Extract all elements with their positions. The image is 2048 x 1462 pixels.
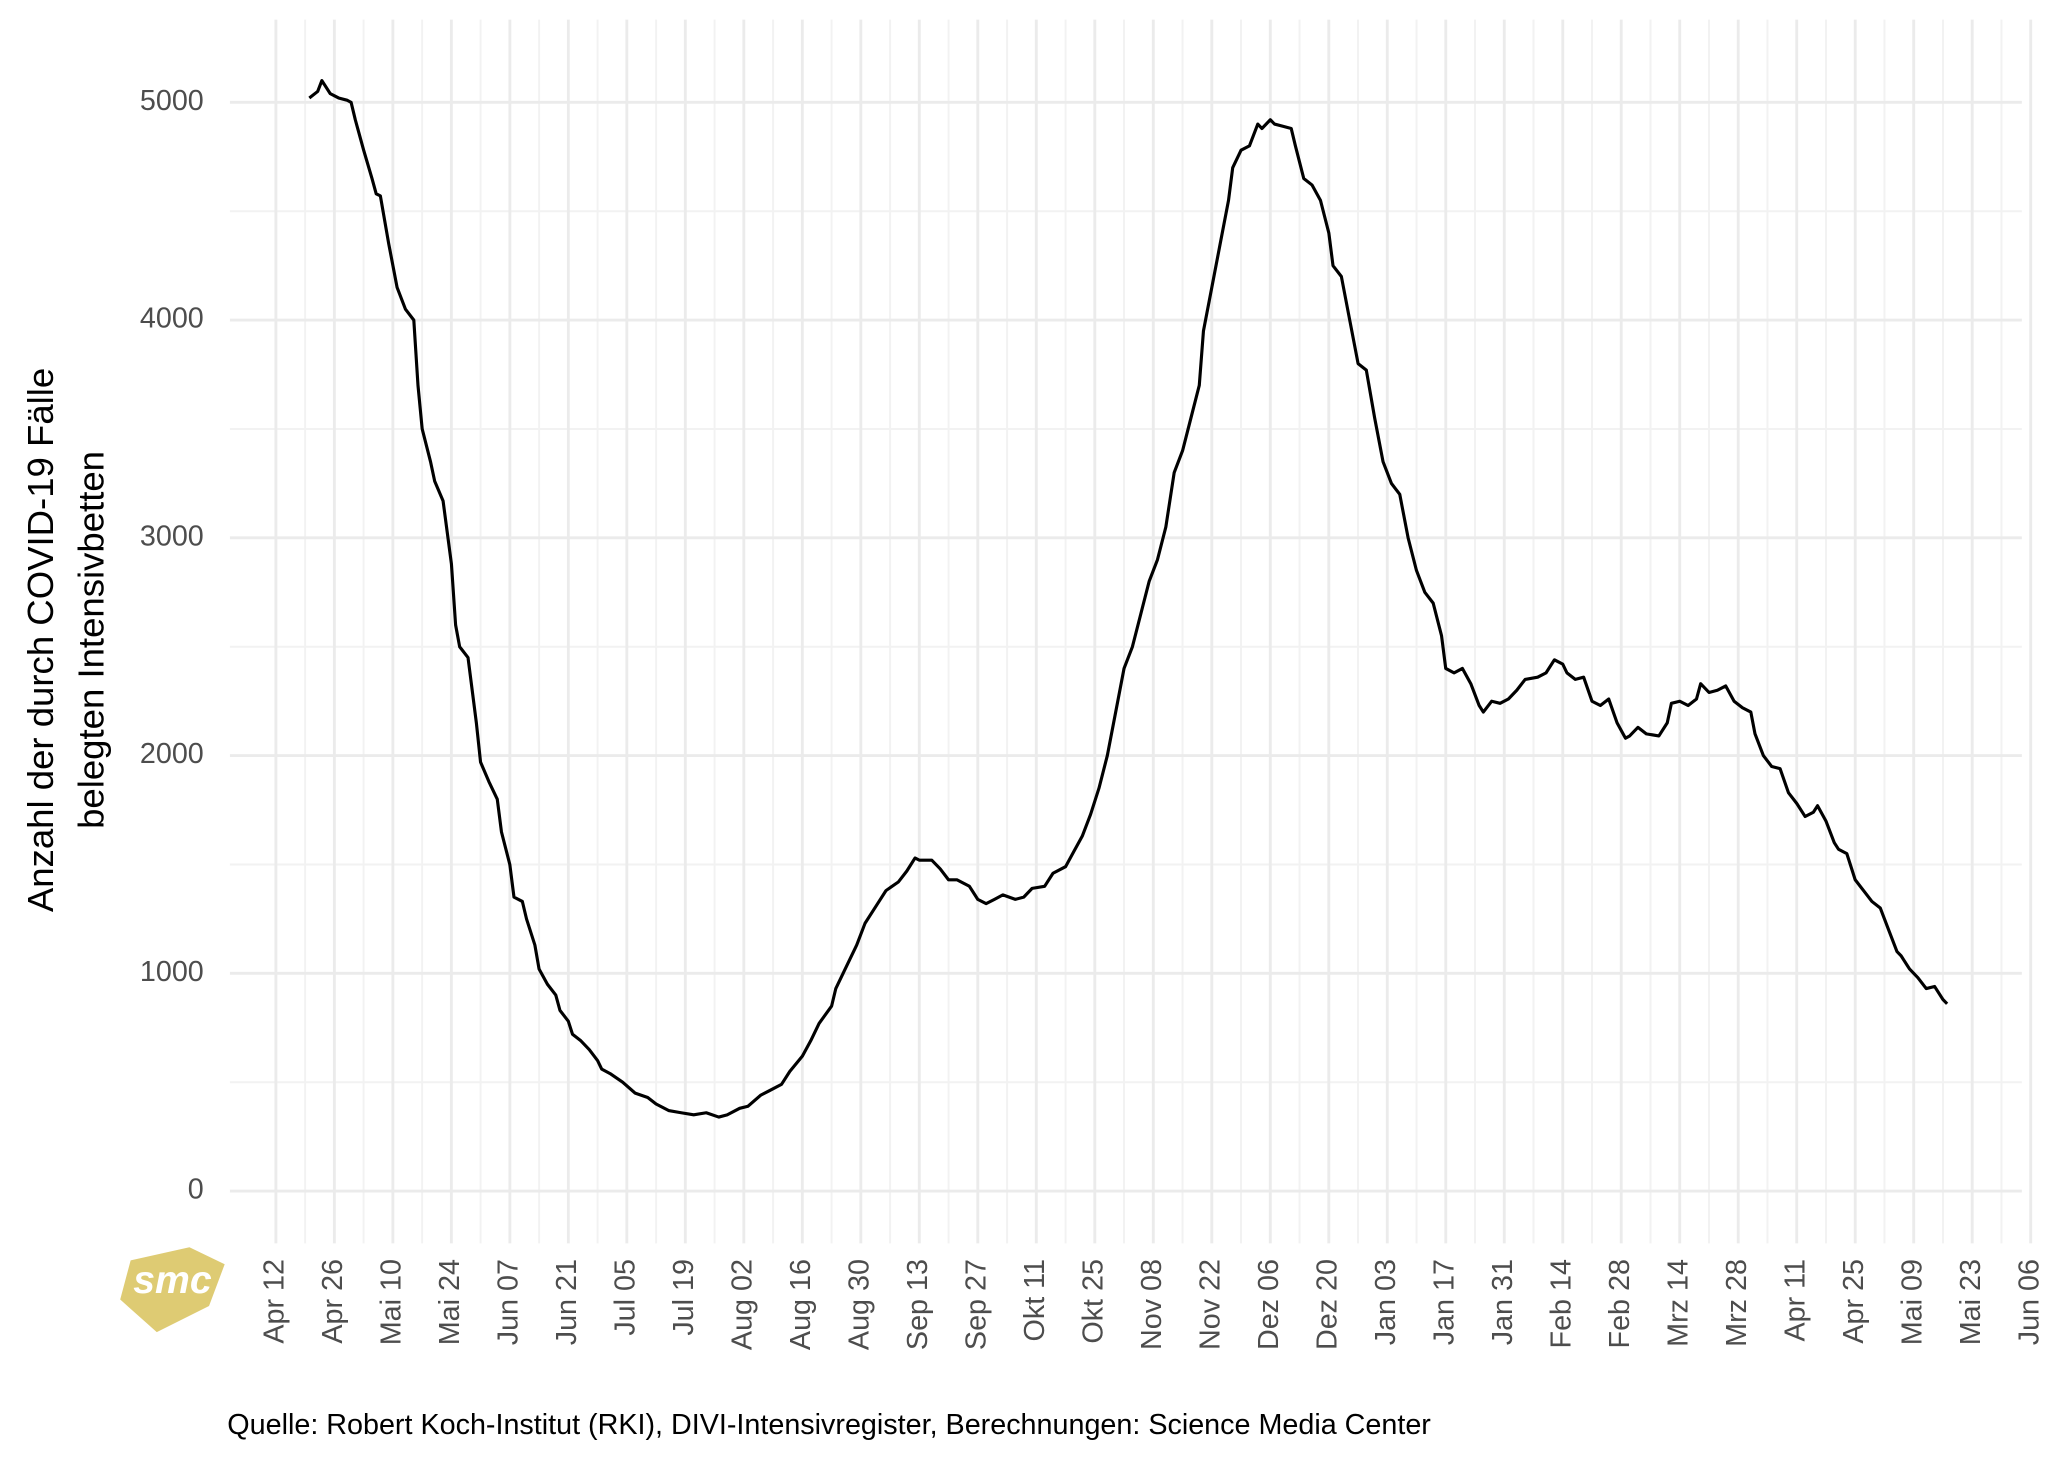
x-tick-label: Okt 11 [1019, 1259, 1051, 1341]
y-axis-title: Anzahl der durch COVID-19 Fälle [20, 368, 61, 912]
x-tick-label: Okt 25 [1077, 1259, 1109, 1344]
x-tick-label: Dez 20 [1311, 1259, 1343, 1350]
y-tick-label: 4000 [140, 303, 204, 335]
x-tick-label: Feb 28 [1604, 1259, 1636, 1348]
y-tick-label: 3000 [140, 520, 204, 552]
x-tick-label: Jul 05 [609, 1259, 641, 1336]
logo-text: smc [133, 1259, 212, 1302]
grid [229, 19, 2033, 1244]
x-tick-label: Dez 06 [1253, 1259, 1285, 1350]
x-tick-label: Jun 21 [551, 1259, 583, 1345]
x-tick-label: Feb 14 [1545, 1259, 1577, 1348]
y-tick-label: 0 [188, 1174, 204, 1206]
x-tick-label: Jun 06 [2013, 1259, 2045, 1345]
y-tick-label: 2000 [140, 738, 204, 770]
y-axis-title: belegten Intensivbetten [71, 451, 112, 829]
logo-shape [120, 1247, 225, 1333]
x-tick-label: Mrz 14 [1662, 1259, 1694, 1347]
x-tick-label: Jan 17 [1428, 1259, 1460, 1345]
x-tick-label: Sep 13 [902, 1259, 934, 1350]
x-tick-label: Apr 12 [258, 1259, 290, 1344]
logo: smc [120, 1247, 225, 1333]
x-tick-label: Aug 30 [843, 1259, 875, 1350]
x-tick-label: Sep 27 [960, 1259, 992, 1350]
y-tick-label: 1000 [140, 956, 204, 988]
x-tick-label: Mai 23 [1955, 1259, 1987, 1345]
x-tick-label: Aug 16 [785, 1259, 817, 1350]
x-tick-label: Jan 31 [1487, 1259, 1519, 1345]
x-tick-label: Mai 24 [434, 1259, 466, 1345]
x-tick-label: Mai 09 [1896, 1259, 1928, 1345]
x-tick-label: Nov 22 [1194, 1259, 1226, 1350]
x-tick-label: Jul 19 [668, 1259, 700, 1336]
x-tick-label: Mai 10 [375, 1259, 407, 1345]
caption: Quelle: Robert Koch-Institut (RKI), DIVI… [227, 1409, 1431, 1441]
x-tick-label: Apr 11 [1779, 1259, 1811, 1341]
x-tick-label: Mrz 28 [1721, 1259, 1753, 1347]
x-tick-label: Apr 25 [1838, 1259, 1870, 1344]
y-tick-label: 5000 [140, 85, 204, 117]
x-tick-label: Apr 26 [317, 1259, 349, 1344]
x-tick-label: Jun 07 [492, 1259, 524, 1345]
x-tick-label: Jan 03 [1370, 1259, 1402, 1345]
x-tick-label: Nov 08 [1136, 1259, 1168, 1350]
x-tick-label: Aug 02 [726, 1259, 758, 1350]
data-line [308, 79, 1949, 1119]
